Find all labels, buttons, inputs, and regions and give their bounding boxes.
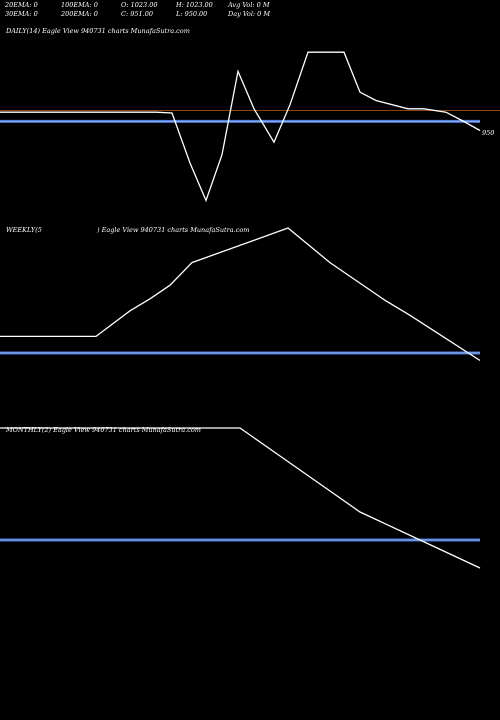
daily-panel-title: DAILY(14) Eagle View 940731 charts Munaf… bbox=[6, 27, 190, 35]
header-avg-vol: Avg Vol: 0 M bbox=[228, 1, 270, 9]
weekly-panel-title-left: WEEKLY(5 bbox=[6, 226, 42, 234]
daily-price-label: 950 bbox=[482, 129, 495, 137]
weekly-price-line bbox=[0, 227, 481, 362]
header-low: L: 950.00 bbox=[176, 10, 208, 18]
header-ema20: 20EMA: 0 bbox=[5, 1, 38, 9]
weekly-panel-title-right: ) Eagle View 940731 charts MunafaSutra.c… bbox=[97, 226, 250, 234]
header-ema100: 100EMA: 0 bbox=[61, 1, 98, 9]
header-ema30: 30EMA: 0 bbox=[5, 10, 38, 18]
daily-price-line bbox=[0, 51, 481, 203]
monthly-price-line bbox=[0, 427, 481, 569]
header-ema200: 200EMA: 0 bbox=[61, 10, 98, 18]
monthly-panel-title: MONTHLY(2) Eagle View 940731 charts Muna… bbox=[6, 426, 201, 434]
header-day-vol: Day Vol: 0 M bbox=[228, 10, 271, 18]
header-open: O: 1023.00 bbox=[121, 1, 158, 9]
header-close: C: 951.00 bbox=[121, 10, 153, 18]
header-high: H: 1023.00 bbox=[176, 1, 213, 9]
